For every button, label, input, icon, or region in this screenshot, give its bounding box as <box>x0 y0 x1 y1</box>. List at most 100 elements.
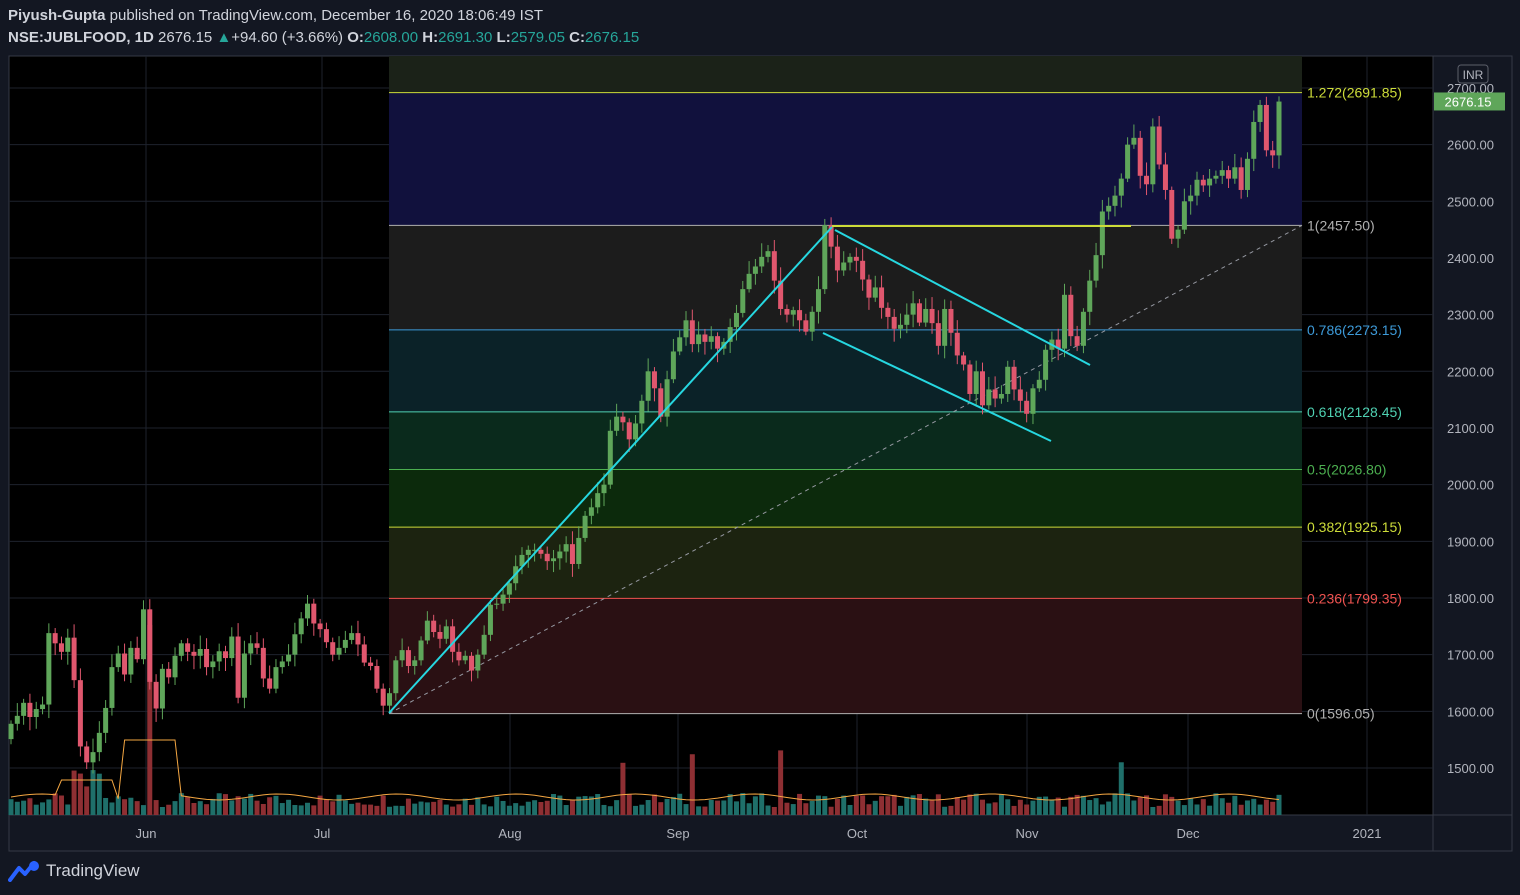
candle[interactable] <box>986 376 992 410</box>
candle[interactable] <box>241 640 247 709</box>
candle[interactable] <box>172 647 178 685</box>
candle[interactable] <box>52 628 58 656</box>
candle[interactable] <box>670 338 676 384</box>
candle[interactable] <box>1080 308 1086 354</box>
candle[interactable] <box>607 419 613 489</box>
candle[interactable] <box>166 662 172 684</box>
candle[interactable] <box>115 645 121 672</box>
candle[interactable] <box>689 309 695 353</box>
candle[interactable] <box>683 311 689 346</box>
candle[interactable] <box>342 630 348 653</box>
candle[interactable] <box>1162 152 1168 200</box>
candle[interactable] <box>500 589 506 611</box>
candle[interactable] <box>273 659 279 694</box>
candle[interactable] <box>361 636 367 667</box>
candle[interactable] <box>147 599 153 690</box>
candle[interactable] <box>1030 384 1036 425</box>
candle[interactable] <box>368 656 374 671</box>
candle[interactable] <box>588 498 594 525</box>
candle[interactable] <box>27 693 33 731</box>
candle[interactable] <box>633 415 639 447</box>
candle[interactable] <box>992 376 998 408</box>
candle[interactable] <box>103 700 109 744</box>
candle[interactable] <box>399 638 405 668</box>
candle[interactable] <box>519 547 525 575</box>
candle[interactable] <box>1043 344 1049 391</box>
candle[interactable] <box>153 674 159 722</box>
candle[interactable] <box>891 309 897 342</box>
candle[interactable] <box>90 738 96 774</box>
candle[interactable] <box>797 299 803 332</box>
candle[interactable] <box>803 313 809 336</box>
candle[interactable] <box>860 249 866 291</box>
candle[interactable] <box>715 332 721 363</box>
candle[interactable] <box>954 320 960 365</box>
candle[interactable] <box>40 696 46 715</box>
candle[interactable] <box>645 358 651 412</box>
candle[interactable] <box>122 643 128 682</box>
candle[interactable] <box>765 245 771 263</box>
candle[interactable] <box>1144 162 1150 196</box>
candle[interactable] <box>601 473 607 507</box>
candle[interactable] <box>1181 188 1187 234</box>
candle[interactable] <box>1251 110 1257 172</box>
candle[interactable] <box>298 612 304 644</box>
candle[interactable] <box>1263 96 1269 157</box>
candle[interactable] <box>462 650 468 665</box>
candle[interactable] <box>746 261 752 293</box>
candle[interactable] <box>759 243 765 273</box>
candle[interactable] <box>248 635 254 666</box>
candle[interactable] <box>405 646 411 674</box>
candle[interactable] <box>109 654 115 716</box>
candle[interactable] <box>910 291 916 328</box>
candle[interactable] <box>847 253 853 271</box>
candle[interactable] <box>487 599 493 642</box>
candle[interactable] <box>771 239 777 294</box>
candle[interactable] <box>1112 185 1118 217</box>
candle[interactable] <box>525 545 531 568</box>
candle[interactable] <box>267 665 273 694</box>
candle[interactable] <box>58 636 64 660</box>
candle[interactable] <box>815 276 821 324</box>
candle[interactable] <box>828 217 834 259</box>
candle[interactable] <box>569 531 575 577</box>
candle[interactable] <box>897 313 903 339</box>
candle[interactable] <box>260 638 266 688</box>
candle[interactable] <box>916 299 922 327</box>
candle[interactable] <box>216 643 222 671</box>
candle[interactable] <box>790 306 796 327</box>
candle[interactable] <box>349 625 355 645</box>
candle[interactable] <box>967 360 973 401</box>
candle[interactable] <box>1137 130 1143 189</box>
candle[interactable] <box>222 645 228 671</box>
candle[interactable] <box>1169 186 1175 244</box>
candle[interactable] <box>1219 160 1225 184</box>
candle[interactable] <box>1232 153 1238 184</box>
candle[interactable] <box>292 622 298 667</box>
candle[interactable] <box>626 418 632 452</box>
candle[interactable] <box>1074 325 1080 352</box>
candle[interactable] <box>784 304 790 323</box>
candle[interactable] <box>311 598 317 636</box>
candle[interactable] <box>1150 118 1156 193</box>
candle[interactable] <box>853 247 859 273</box>
candle[interactable] <box>1175 225 1181 248</box>
candle[interactable] <box>355 620 361 657</box>
candle[interactable] <box>65 628 71 665</box>
currency-badge[interactable] <box>1457 64 1489 84</box>
candle[interactable] <box>1093 242 1099 288</box>
candle[interactable] <box>576 526 582 569</box>
candle[interactable] <box>879 275 885 319</box>
candle[interactable] <box>639 394 645 433</box>
candle[interactable] <box>191 644 197 670</box>
candle[interactable] <box>475 649 481 679</box>
candle[interactable] <box>437 624 443 649</box>
candle[interactable] <box>998 385 1004 404</box>
candle[interactable] <box>96 721 102 762</box>
candle[interactable] <box>1017 376 1023 412</box>
candle[interactable] <box>708 326 714 350</box>
candle[interactable] <box>904 303 910 334</box>
candle[interactable] <box>664 370 670 427</box>
candle[interactable] <box>412 656 418 675</box>
